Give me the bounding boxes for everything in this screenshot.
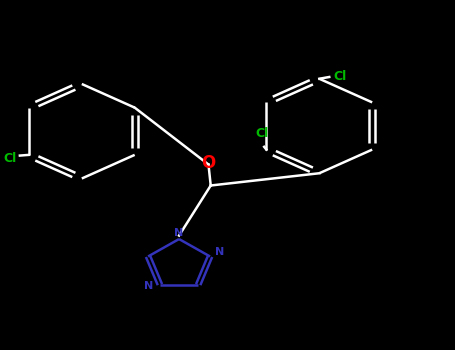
Text: N: N bbox=[174, 228, 184, 238]
Text: N: N bbox=[215, 247, 225, 257]
Text: N: N bbox=[144, 281, 153, 292]
Text: O: O bbox=[202, 154, 216, 172]
Text: Cl: Cl bbox=[255, 127, 268, 140]
Text: Cl: Cl bbox=[3, 152, 16, 165]
Text: Cl: Cl bbox=[334, 70, 347, 84]
